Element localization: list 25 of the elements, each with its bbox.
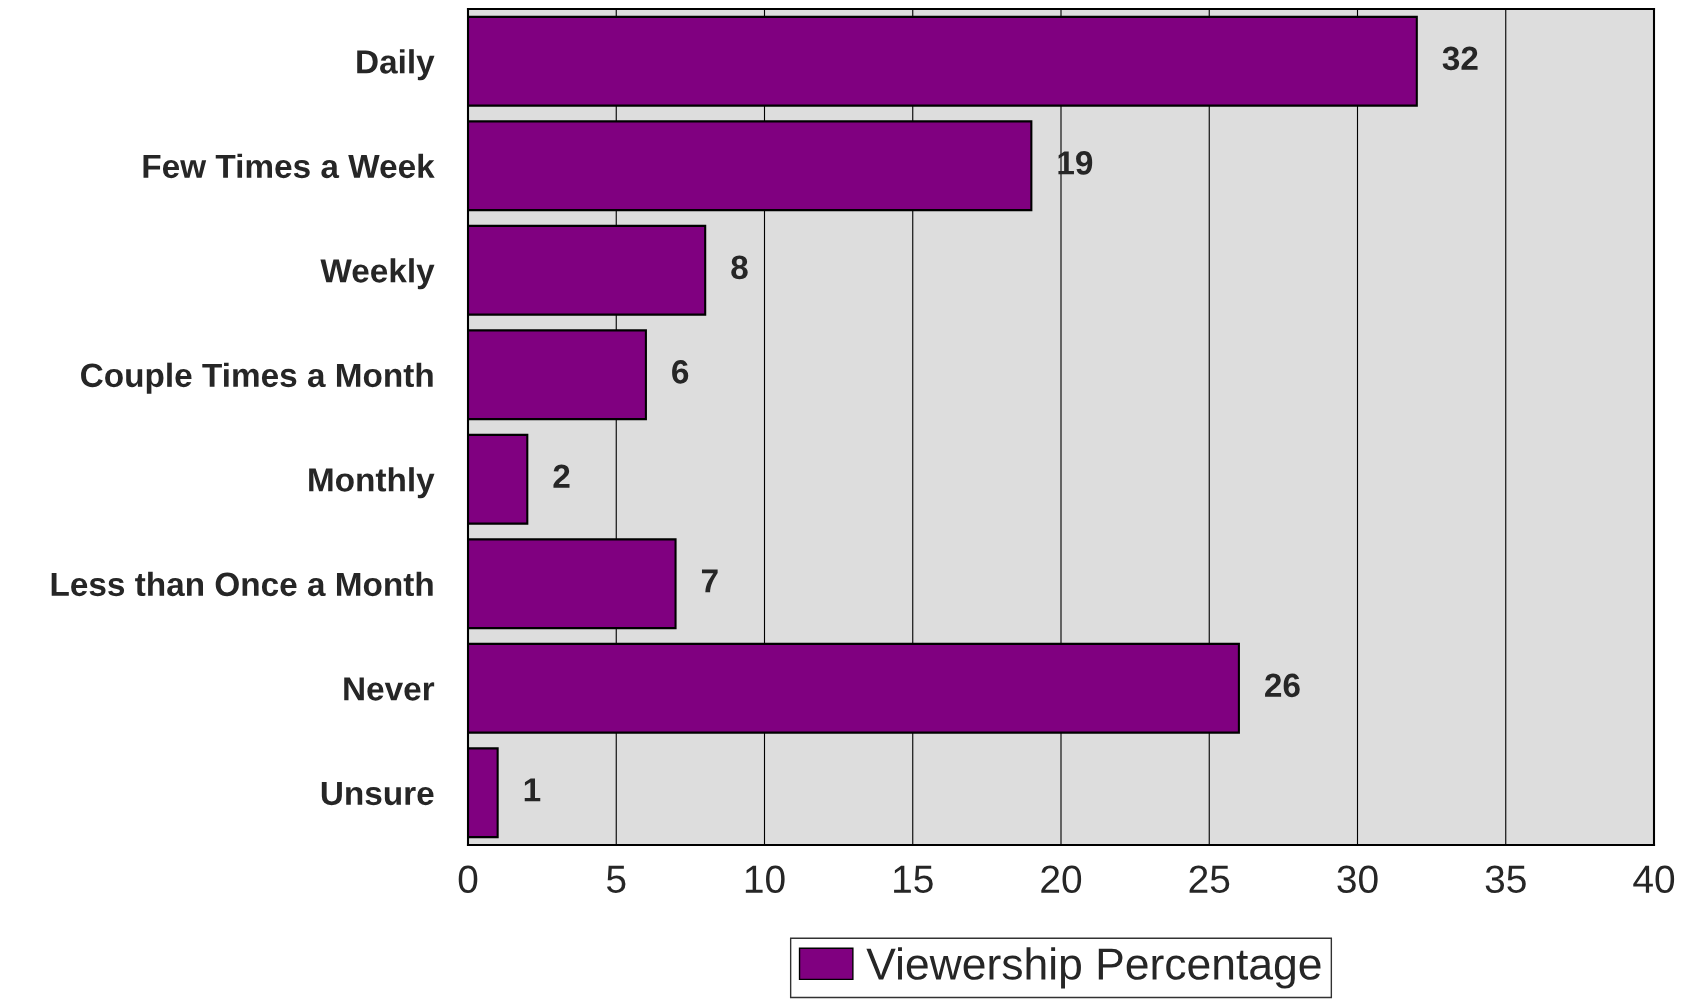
y-tick-label: Weekly bbox=[320, 258, 435, 290]
x-tick-label: 40 bbox=[1633, 865, 1675, 894]
x-tick-label: 5 bbox=[606, 865, 626, 894]
x-tick-label: 25 bbox=[1189, 865, 1230, 894]
y-tick-label: Never bbox=[344, 677, 435, 701]
y-tick-label: Daily bbox=[357, 49, 435, 81]
y-tick-label: Couple Times a Month bbox=[81, 362, 433, 394]
data-label: 7 bbox=[701, 569, 718, 593]
y-tick-label: Few Times a Week bbox=[143, 153, 435, 179]
y-tick-label: Less than Once a Month bbox=[51, 571, 433, 597]
x-tick-label: 15 bbox=[894, 865, 933, 894]
data-label: 2 bbox=[553, 464, 570, 488]
x-tick-label: 0 bbox=[458, 865, 478, 894]
data-label: 8 bbox=[731, 255, 748, 280]
data-label: 1 bbox=[524, 778, 541, 802]
data-label: 26 bbox=[1265, 673, 1300, 698]
data-label: 32 bbox=[1442, 46, 1478, 71]
x-tick-label: 30 bbox=[1337, 865, 1378, 894]
x-tick-label: 35 bbox=[1485, 865, 1526, 894]
y-tick-label: Unsure bbox=[321, 781, 434, 806]
x-tick-label: 20 bbox=[1041, 865, 1082, 894]
data-label: 6 bbox=[672, 360, 689, 384]
legend-label: Viewership Percentage bbox=[866, 947, 1321, 989]
y-tick-label: Monthly bbox=[309, 467, 435, 499]
x-tick-label: 10 bbox=[745, 865, 785, 894]
